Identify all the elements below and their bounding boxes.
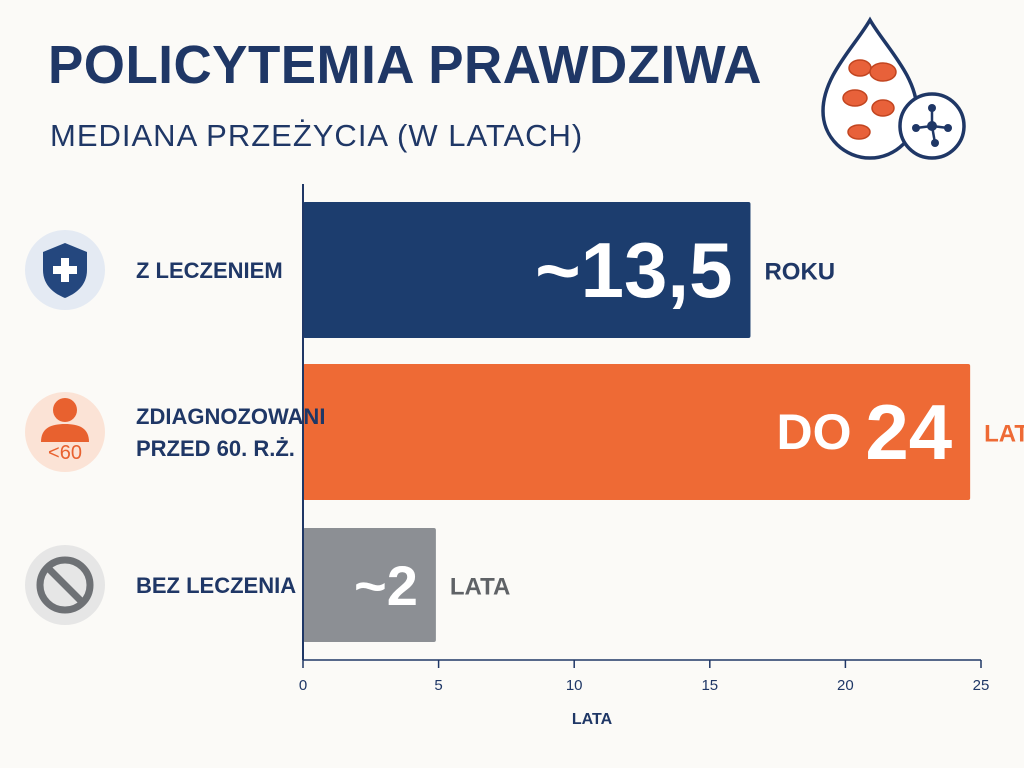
category-label: ZDIAGNOZOWANI PRZED 60. R.Ż. — [136, 404, 325, 461]
prohibited-icon — [36, 556, 94, 614]
category-label: Z LECZENIEM — [136, 258, 283, 283]
blood-drop-cells-icon — [821, 16, 966, 160]
shield-plus-icon — [43, 243, 87, 298]
bar-value-label: ~13,5 — [535, 226, 732, 314]
chart-subtitle: MEDIANA PRZEŻYCIA (W LATACH) — [50, 118, 584, 153]
bar — [303, 364, 971, 500]
x-tick-label: 25 — [973, 677, 990, 694]
bar-unit-label: LATA — [450, 574, 510, 601]
chart-title: POLICYTEMIA PRAWDZIWA — [48, 35, 762, 95]
person-under-60-icon: <60 — [41, 398, 89, 464]
bar-unit-label: LAT — [984, 421, 1024, 448]
x-tick-label: 5 — [434, 677, 442, 694]
bar-value-label: ~2 — [354, 554, 418, 617]
x-tick-label: 15 — [701, 677, 718, 694]
x-tick-label: 20 — [837, 677, 854, 694]
x-tick-label: 10 — [566, 677, 583, 694]
bar-unit-label: ROKU — [764, 259, 835, 286]
category-label: BEZ LECZENIA — [136, 573, 296, 598]
icon-age-label: <60 — [48, 442, 82, 464]
bar-value-label: DO 24 — [776, 388, 952, 476]
bar — [303, 202, 751, 338]
bar — [303, 528, 436, 642]
x-axis-title: LATA — [572, 711, 613, 728]
x-tick-label: 0 — [299, 677, 307, 694]
